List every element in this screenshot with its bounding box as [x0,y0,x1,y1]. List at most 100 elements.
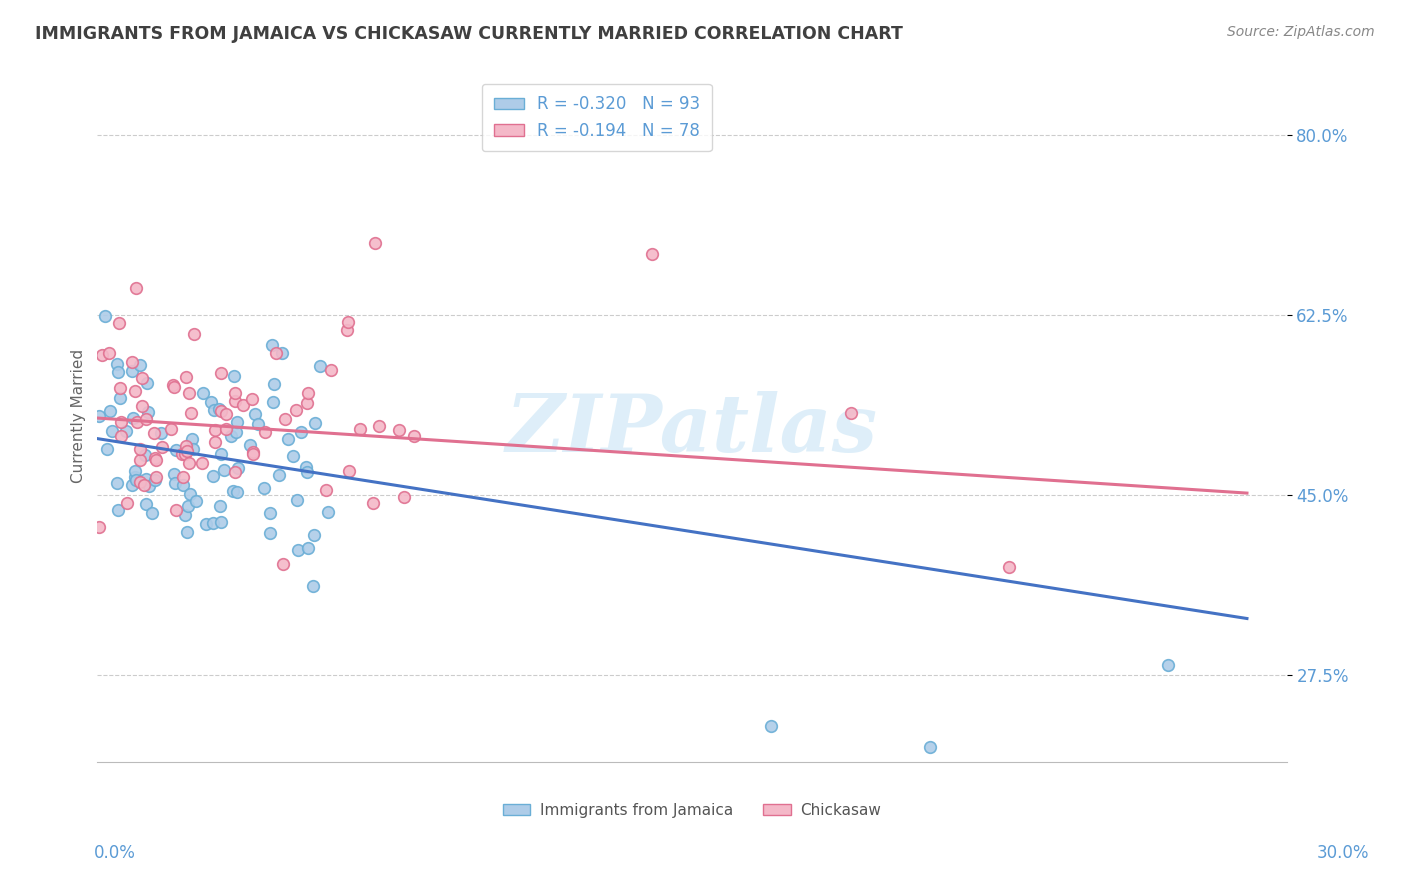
Point [91,348,114,362]
Point [201,468,224,483]
Point [225,425,247,440]
Point [124,469,146,483]
Point [172,470,194,484]
Point [138,404,160,418]
Point [349,422,371,436]
Point [108,381,131,395]
Point [145,469,167,483]
Point [135,497,157,511]
Point [143,450,166,465]
Point [202,403,225,417]
Point [125,415,148,429]
Point [150,440,173,454]
Point [143,425,166,440]
Point [96,442,118,456]
Text: 30.0%: 30.0% [1316,844,1369,862]
Point [177,386,200,401]
Point [214,407,236,421]
Point [105,357,128,371]
Point [179,487,201,501]
Point [283,449,305,463]
Point [285,492,308,507]
Point [128,453,150,467]
Point [209,515,232,529]
Point [242,445,264,459]
Point [89,409,111,424]
Point [290,425,312,439]
Point [184,494,207,508]
Point [1156,657,1178,672]
Point [191,386,214,401]
Text: ZIPatlas: ZIPatlas [506,391,877,468]
Point [259,506,281,520]
Point [232,398,254,412]
Point [242,447,264,461]
Point [110,415,132,429]
Point [132,478,155,492]
Point [212,463,235,477]
Point [243,407,266,421]
Point [239,438,262,452]
Point [129,359,152,373]
Point [135,412,157,426]
Point [165,442,187,457]
Point [122,411,145,425]
Point [204,435,226,450]
Point [105,475,128,490]
Point [240,392,263,406]
Point [98,404,121,418]
Point [315,483,337,498]
Point [998,560,1021,574]
Point [177,499,200,513]
Text: Source: ZipAtlas.com: Source: ZipAtlas.com [1227,25,1375,39]
Point [222,483,245,498]
Point [208,401,231,416]
Point [319,362,342,376]
Point [131,399,153,413]
Point [271,557,294,571]
Point [316,505,339,519]
Point [107,503,129,517]
Point [225,415,247,429]
Point [129,442,152,456]
Point [121,478,143,492]
Point [145,453,167,467]
Point [163,475,186,490]
Point [297,541,319,555]
Point [388,423,411,437]
Point [124,384,146,399]
Point [141,506,163,520]
Point [125,281,148,295]
Point [295,460,318,475]
Point [129,475,152,490]
Point [174,508,197,522]
Point [253,481,276,495]
Point [121,355,143,369]
Point [273,412,295,426]
Point [87,520,110,534]
Point [209,366,232,380]
Point [107,365,129,379]
Point [135,472,157,486]
Point [177,456,200,470]
Point [224,465,246,479]
Point [134,449,156,463]
Point [337,464,360,478]
Point [173,447,195,461]
Text: IMMIGRANTS FROM JAMAICA VS CHICKASAW CURRENTLY MARRIED CORRELATION CHART: IMMIGRANTS FROM JAMAICA VS CHICKASAW CUR… [35,25,903,43]
Point [364,236,387,251]
Text: 0.0%: 0.0% [94,844,136,862]
Point [224,393,246,408]
Point [201,516,224,530]
Point [209,403,232,417]
Point [124,474,146,488]
Point [253,425,276,439]
Point [110,429,132,443]
Point [160,422,183,436]
Point [194,517,217,532]
Legend: Immigrants from Jamaica, Chickasaw: Immigrants from Jamaica, Chickasaw [496,797,887,824]
Point [264,346,287,360]
Point [263,376,285,391]
Point [138,479,160,493]
Point [181,432,204,446]
